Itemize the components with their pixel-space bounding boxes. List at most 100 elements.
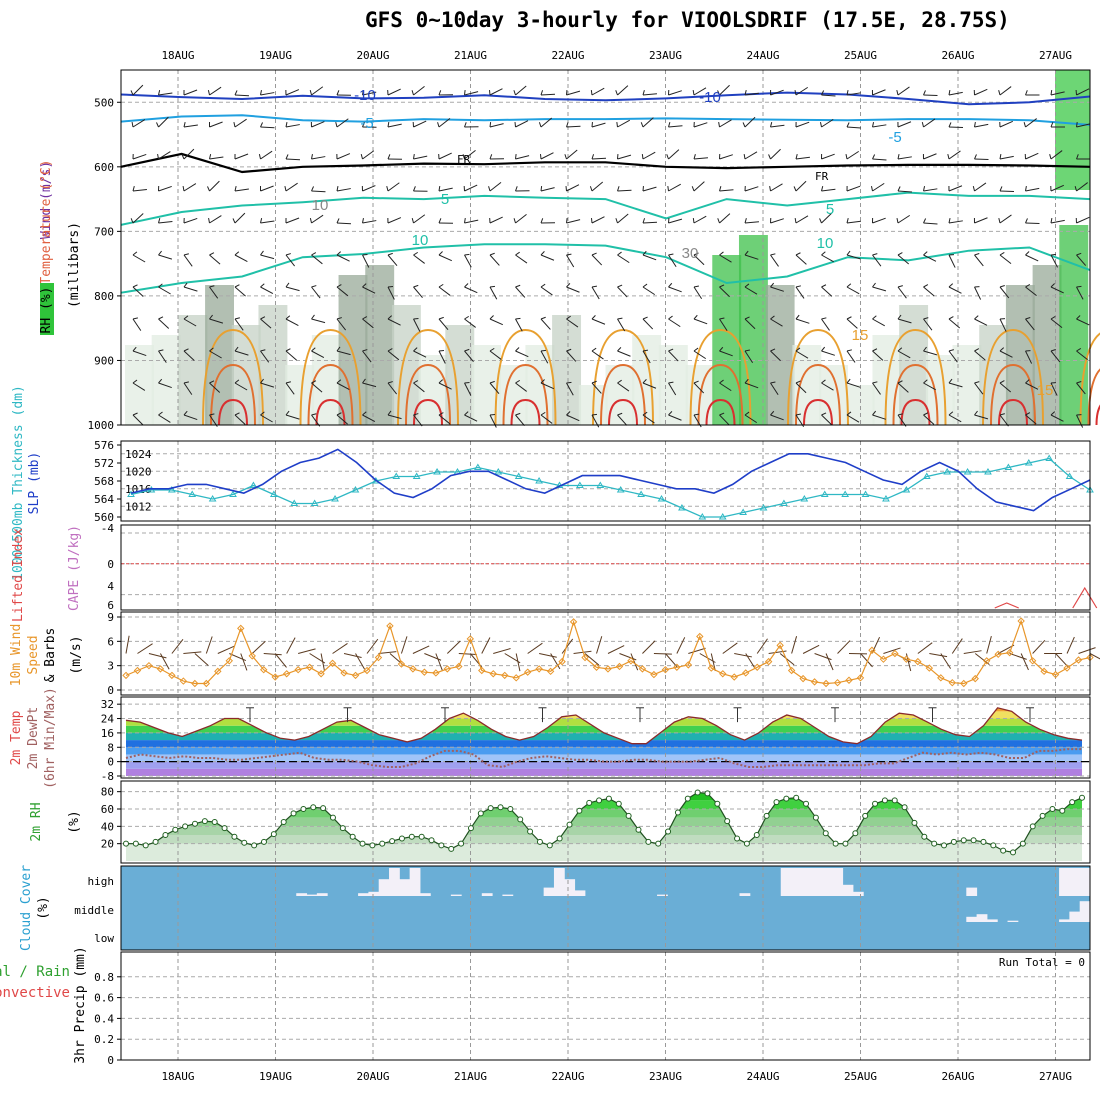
temp2m-frame [120, 696, 1091, 779]
wind-barb-10m [1055, 653, 1069, 668]
wind-barb [719, 213, 731, 224]
wind-barb [821, 412, 827, 416]
warm-contour [608, 398, 638, 426]
wind-barb [719, 318, 728, 332]
wind-barb-10m [527, 642, 543, 654]
freezing-level-label: FR [815, 170, 829, 183]
wind-barb [744, 411, 750, 416]
wind-barb [464, 318, 476, 328]
wind-barb [234, 317, 240, 320]
wind-barb [413, 286, 423, 299]
rh-point [832, 840, 839, 847]
wind-barb [540, 251, 545, 256]
cloud-units-label: (%) [36, 896, 51, 919]
wind-barb [999, 413, 1005, 416]
wind-barb [438, 152, 452, 160]
wind-barb [1076, 154, 1079, 160]
warm-contour [299, 328, 362, 426]
wind-barb [566, 184, 580, 192]
wind-barb [617, 85, 629, 96]
wind-barb [336, 254, 350, 262]
wind-barb [795, 180, 807, 192]
rh-shading-cell [1032, 265, 1062, 425]
wind-barb [489, 318, 503, 326]
wind-barb [132, 379, 138, 384]
wind-barb [744, 378, 749, 384]
wind-barb [846, 378, 851, 384]
rh-point [724, 818, 731, 825]
thickness-tick-label: 564 [94, 493, 114, 506]
wind-barb [897, 286, 907, 299]
wind-barb [183, 381, 189, 384]
thickness-point [229, 490, 237, 497]
wind-barb [209, 314, 213, 320]
wind-barb [234, 188, 249, 192]
wind-barb [183, 315, 189, 320]
top-date-label: 27AUG [1039, 49, 1072, 62]
wind-barb-10m [298, 648, 316, 654]
high-cloud-cell [739, 893, 751, 896]
wind-barb [1025, 187, 1040, 192]
wind-barb [719, 189, 734, 192]
wind-barb [693, 157, 708, 160]
wind-barb [923, 251, 928, 256]
wind-barb [540, 316, 546, 320]
bottom-date-label: 24AUG [746, 1070, 779, 1083]
wind-barb [617, 347, 622, 352]
thickness-point [1065, 472, 1074, 479]
wind-barb [845, 154, 848, 160]
wind-barb [336, 412, 342, 416]
wind-barb [617, 119, 630, 128]
cloud-cover-label: Cloud Cover [19, 865, 34, 951]
warm-contour [787, 328, 849, 426]
wind-barb [719, 412, 725, 416]
wind-barb [923, 284, 929, 288]
wind-barb [947, 154, 950, 160]
thickness-point [310, 499, 319, 506]
lifted-frame [120, 524, 1091, 611]
wind-speed-point [145, 661, 153, 670]
run-total-label: Run Total = 0 [999, 956, 1085, 969]
wind-barb [488, 186, 491, 192]
wind-barb [183, 89, 198, 96]
wind-barb [540, 382, 554, 390]
wind-barb [1076, 315, 1081, 320]
wind-speed-point [971, 674, 979, 683]
wind-barb [617, 254, 630, 264]
rh-point [881, 797, 888, 804]
wind-barb [744, 350, 754, 364]
cape-label: CAPE (J/kg) [67, 525, 82, 611]
wind-barb [770, 253, 776, 256]
wind-speed-point [581, 653, 589, 662]
wind-barb [387, 123, 402, 128]
wind-barb [540, 187, 555, 192]
wind-barb [770, 218, 784, 224]
wind-barb [285, 124, 300, 128]
wind-barb-10m [1078, 647, 1096, 654]
wind-barb [923, 318, 933, 331]
wind-barb [234, 286, 246, 297]
wind-barb [897, 254, 910, 265]
wind-barb [590, 89, 593, 96]
wind-barb [642, 250, 647, 256]
wind-barb [770, 282, 775, 288]
wind-barb [795, 154, 798, 160]
wind-barb [566, 318, 579, 328]
wind-barb [413, 318, 419, 320]
wind-barb-10m [756, 638, 768, 654]
temp2m-tick-label: 16 [101, 727, 114, 740]
rh-point [655, 840, 662, 847]
wind-barb [744, 414, 758, 424]
wind-barb [693, 87, 707, 96]
rh-point [911, 819, 918, 826]
wind-barb [872, 158, 887, 161]
wind-barb [234, 379, 240, 384]
bottom-date-label: 26AUG [941, 1070, 974, 1083]
rh-point [793, 794, 800, 801]
wind-barb [311, 350, 325, 359]
wind-barb [617, 286, 628, 298]
wind-barb [183, 148, 195, 160]
wind-barb [948, 382, 963, 388]
precip-convective-label: Convective [0, 985, 70, 1001]
lifted-tick-label: -4 [101, 522, 115, 535]
